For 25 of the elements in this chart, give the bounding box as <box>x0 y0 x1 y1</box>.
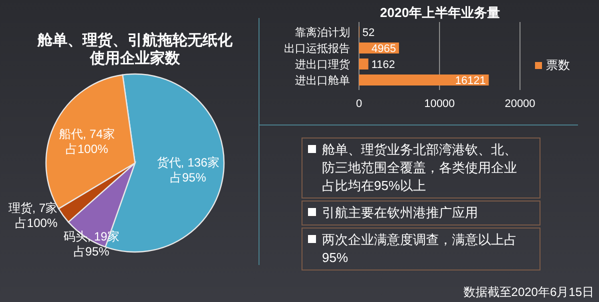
chart-title: 2020年上半年业务量 <box>380 5 500 20</box>
data-label: 1162 <box>371 59 396 71</box>
x-tick-label: 20000 <box>504 98 536 110</box>
text: 占100% <box>65 142 108 156</box>
slice-label: 货代, 136家 <box>156 155 220 170</box>
y-tick-label: 进出口理货 <box>295 58 350 71</box>
data-label: 52 <box>362 27 375 39</box>
chart-title: 舱单、理货、引航拖轮无纸化使用企业家数 <box>36 31 234 67</box>
text: 占95% <box>73 244 110 259</box>
text: 两次企业满意度调查，满意以上占95% <box>322 232 517 265</box>
x-tick-label: 0 <box>356 98 362 110</box>
y-tick-label: 出口运抵报告 <box>284 42 350 55</box>
legend-label: 票数 <box>546 58 570 72</box>
text: 数据截至2020年6月15日 <box>463 285 594 299</box>
text: 占95% <box>170 170 206 184</box>
slice-label: 船代, 74家 <box>58 126 115 141</box>
slice-label: 理货, 7家 <box>8 201 58 216</box>
data-label: 16121 <box>455 75 486 87</box>
y-tick-label: 进出口舱单 <box>295 74 350 87</box>
text: 引航主要在钦州港推广应用 <box>322 205 478 220</box>
y-tick-label: 靠离泊计划 <box>295 26 350 39</box>
text: 舱单、理货业务北部湾港钦、北、防三地范围全覆盖，各类使用企业占比均在95%以上 <box>322 142 517 193</box>
data-label: 4965 <box>371 43 396 55</box>
x-tick-label: 10000 <box>424 98 455 110</box>
text: 占100% <box>14 216 58 230</box>
